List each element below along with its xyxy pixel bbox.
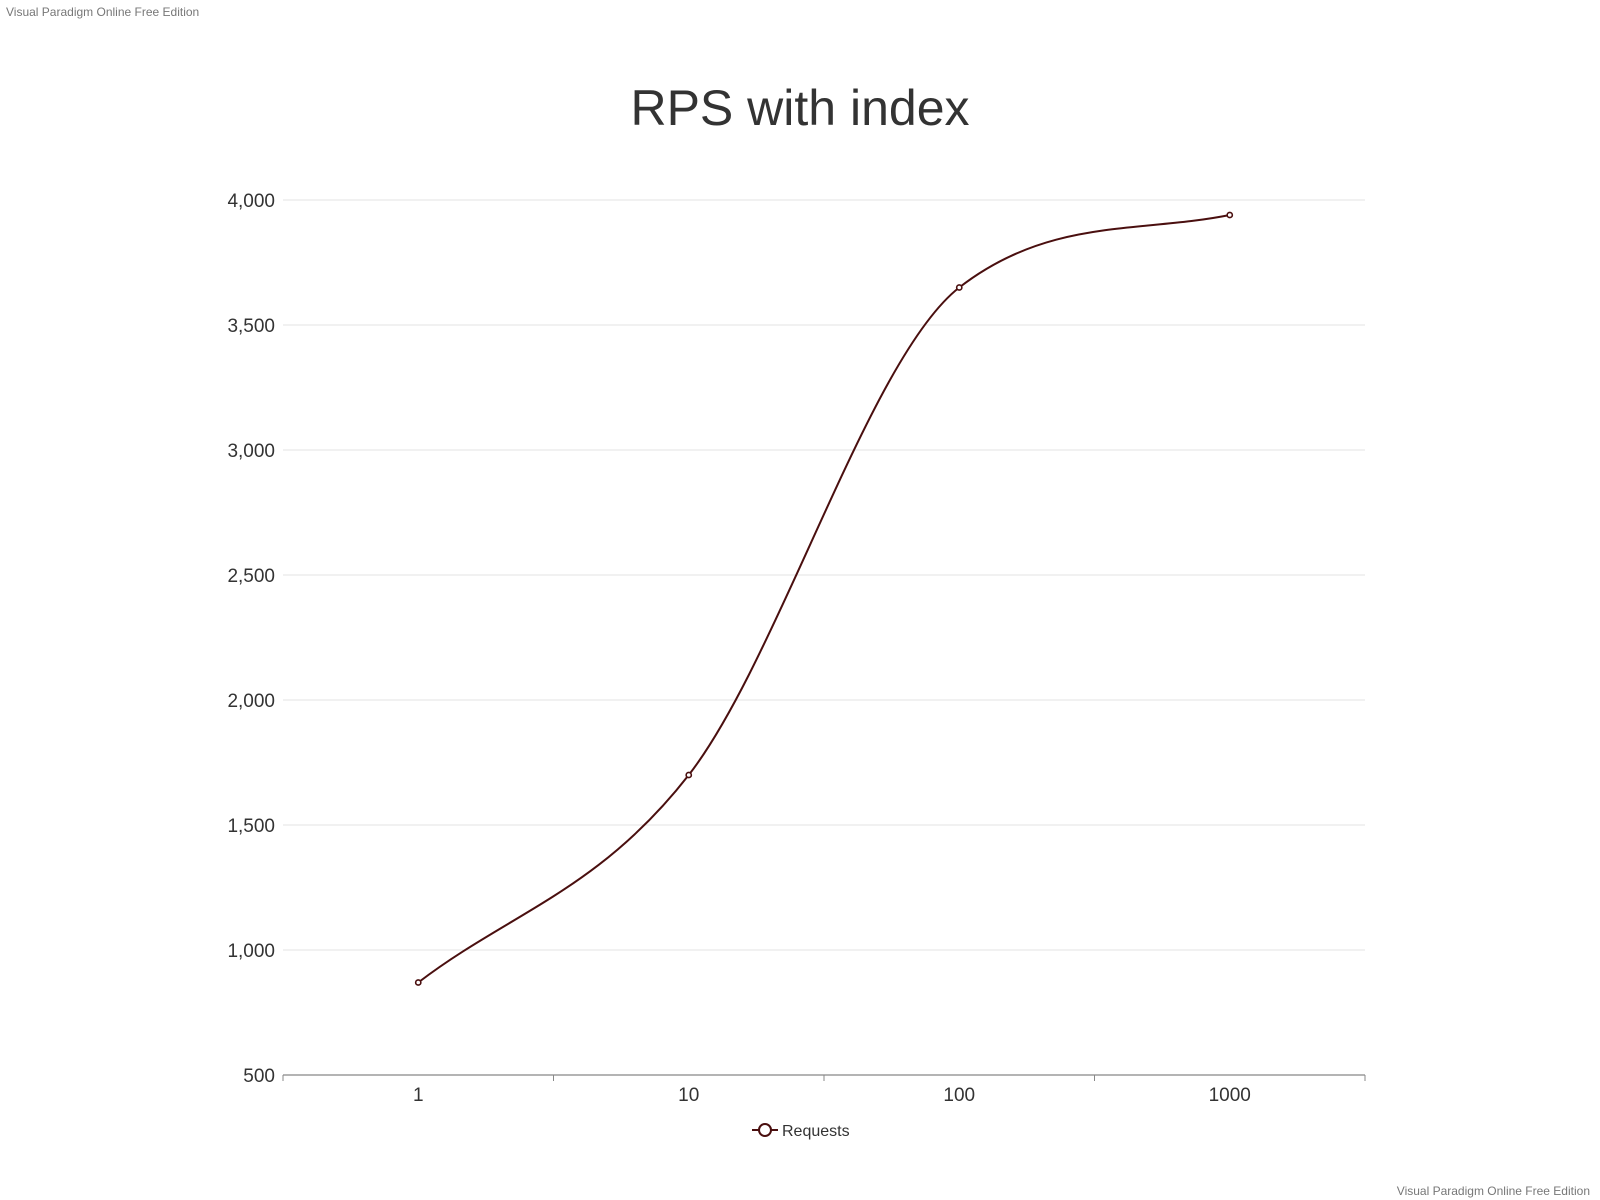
x-tick-label: 10 xyxy=(678,1085,699,1106)
data-point[interactable] xyxy=(414,979,422,986)
series-requests xyxy=(414,211,1234,986)
watermark-bottom: Visual Paradigm Online Free Edition xyxy=(1396,1184,1590,1198)
y-tick-label: 3,500 xyxy=(227,316,275,337)
data-point[interactable] xyxy=(955,284,963,291)
watermark-top: Visual Paradigm Online Free Edition xyxy=(6,5,200,19)
y-tick-label: 2,000 xyxy=(227,691,275,712)
x-tick-label: 1 xyxy=(413,1085,424,1106)
y-tick-label: 500 xyxy=(243,1066,275,1087)
legend-marker-swatch xyxy=(758,1123,772,1137)
y-tick-label: 4,000 xyxy=(227,191,275,212)
legend: Requests xyxy=(752,1123,850,1140)
legend-label-requests[interactable]: Requests xyxy=(782,1123,850,1140)
gridlines xyxy=(283,199,1365,951)
y-tick-label: 1,500 xyxy=(227,816,275,837)
axes: 500 1,000 1,500 2,000 2,500 3,000 3,500 4,000 1 1… xyxy=(227,191,1366,1106)
chart-title: RPS with index xyxy=(630,80,970,136)
y-tick-label: 2,500 xyxy=(227,566,275,587)
x-tick-label: 1000 xyxy=(1209,1085,1251,1106)
data-point[interactable] xyxy=(1226,211,1234,219)
x-tick-label: 100 xyxy=(943,1085,975,1106)
data-point[interactable] xyxy=(685,771,693,779)
y-tick-label: 3,000 xyxy=(227,441,275,462)
series-line-requests xyxy=(417,214,1230,984)
y-tick-label: 1,000 xyxy=(227,941,275,962)
